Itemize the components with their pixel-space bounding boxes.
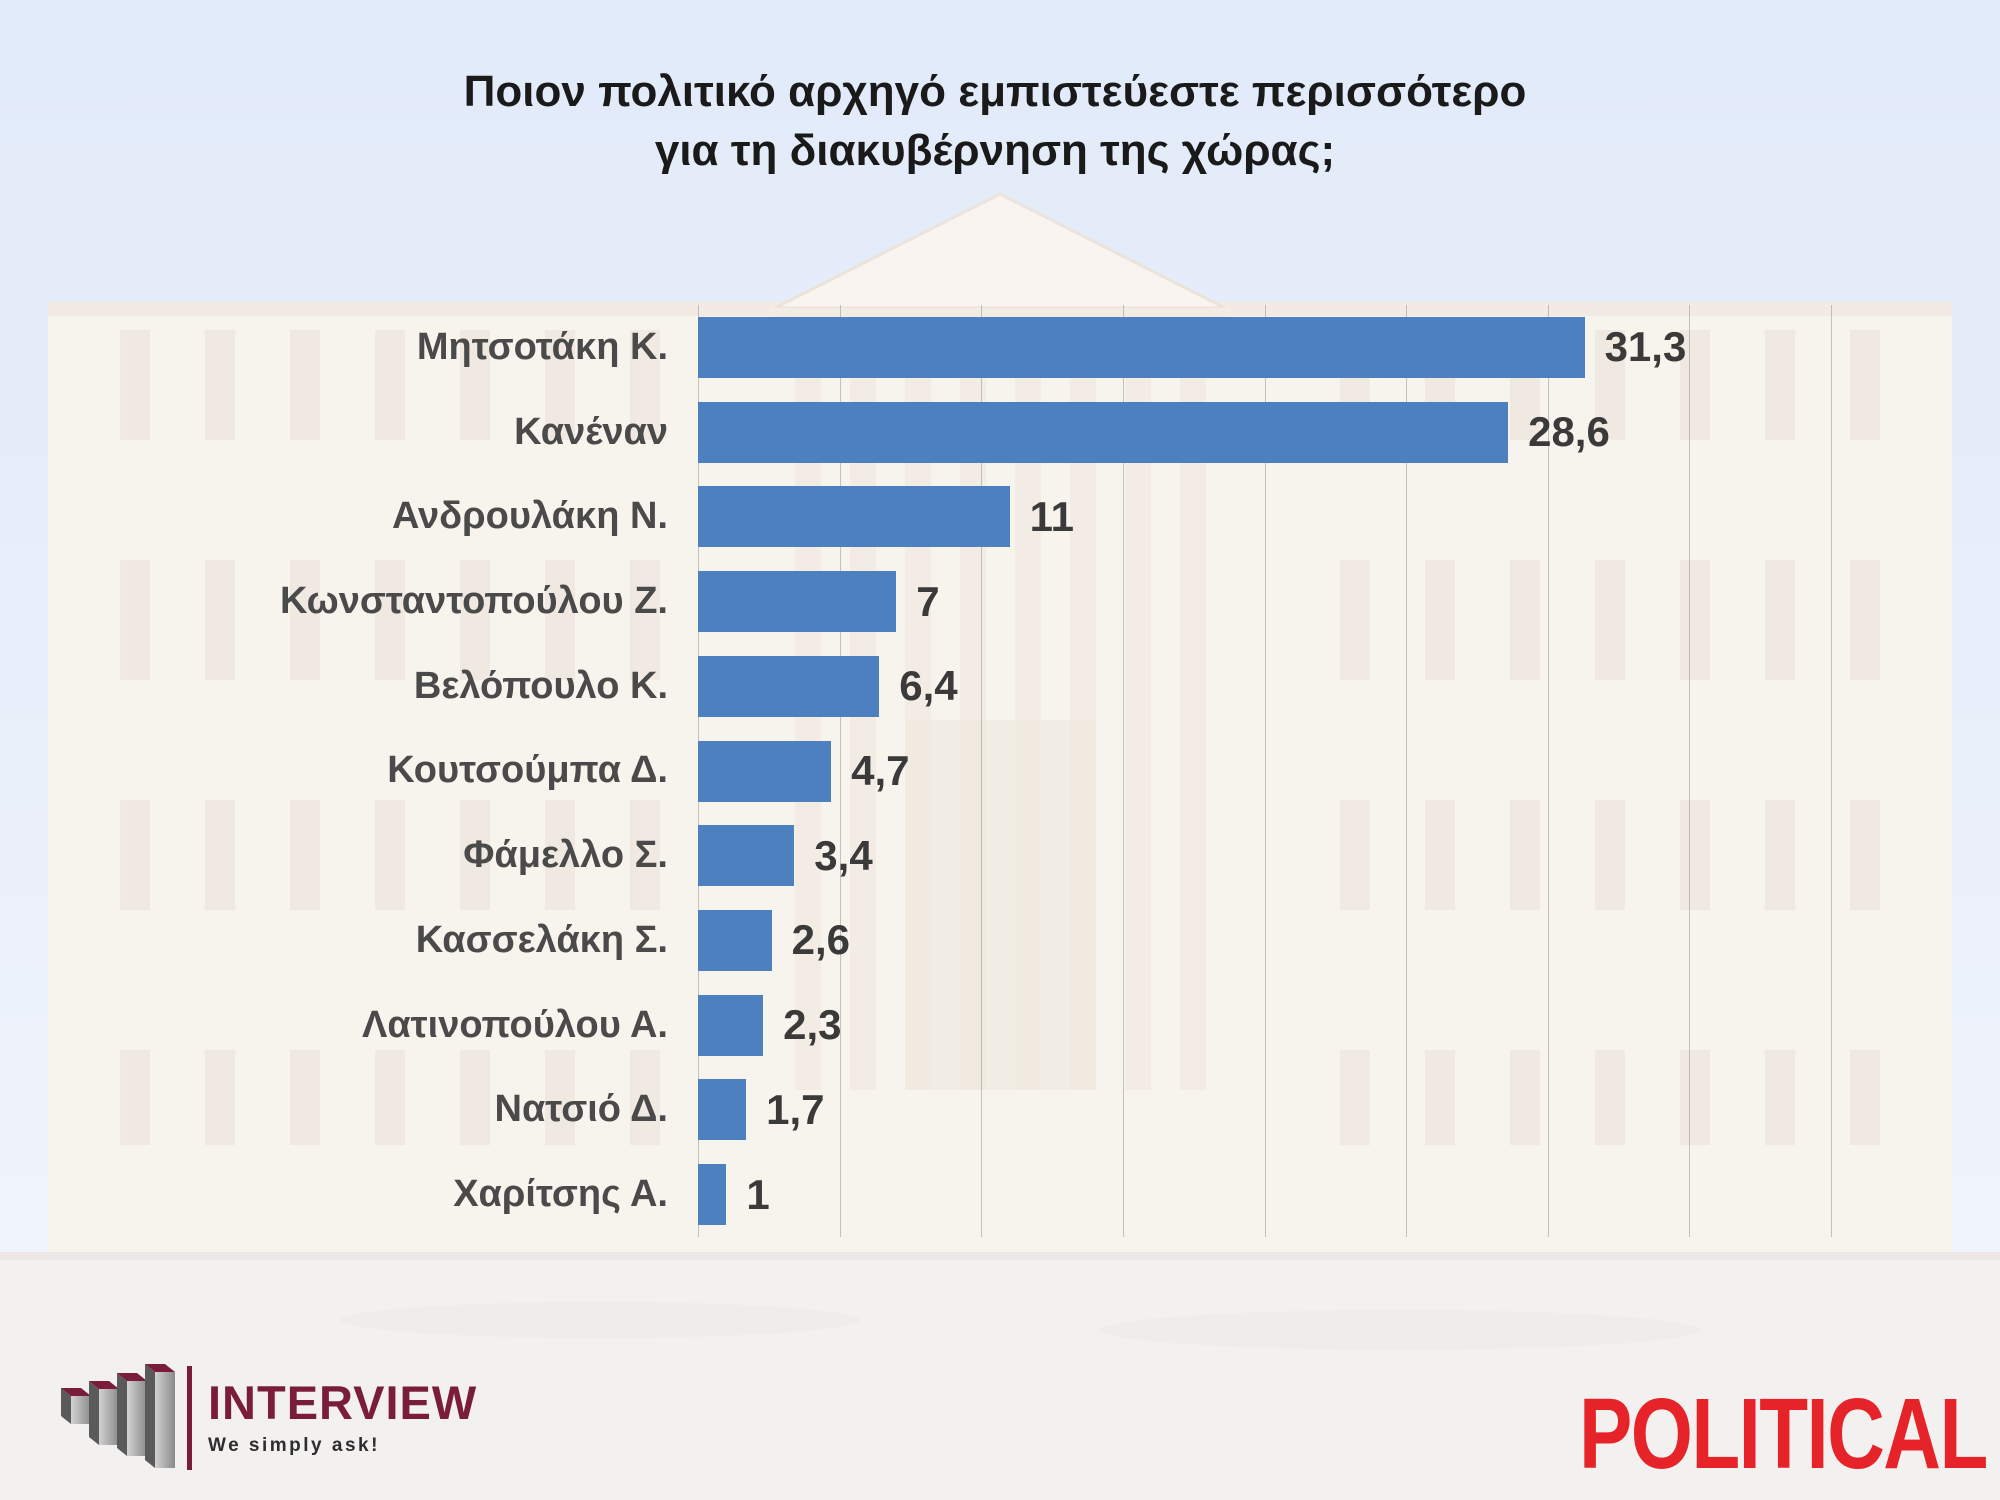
political-logo: POLITICAL <box>1579 1378 1988 1490</box>
bar <box>698 740 832 802</box>
category-label: Κωνσταντοπούλου Ζ. <box>280 580 668 623</box>
category-label: Νατσιό Δ. <box>494 1088 669 1131</box>
value-label: 6,4 <box>899 662 958 710</box>
chart-title: Ποιον πολιτικό αρχηγό εμπιστεύεστε περισ… <box>0 62 1990 181</box>
bar <box>698 316 1585 378</box>
value-label: 2,6 <box>791 916 851 964</box>
category-label: Χαρίτσης Α. <box>453 1173 668 1216</box>
category-label: Μητσοτάκη Κ. <box>416 325 668 368</box>
gridline <box>1689 305 1691 1237</box>
category-label: Κασσελάκη Σ. <box>415 918 668 961</box>
bar <box>698 909 772 971</box>
interview-logo: INTERVIEW We simply ask! <box>55 1362 477 1474</box>
gridline <box>1264 305 1266 1237</box>
bar <box>698 486 1010 548</box>
gridline <box>1122 305 1124 1237</box>
value-label: 3,4 <box>814 831 873 879</box>
chart-title-line-2: για τη διακυβέρνηση της χώρας; <box>654 126 1336 176</box>
value-label: 1,7 <box>766 1085 825 1133</box>
interview-logo-tagline: We simply ask! <box>208 1435 380 1456</box>
bar <box>698 1079 747 1141</box>
bar-chart: Μητσοτάκη Κ. 31,3 Κανέναν 28,6 Ανδρουλάκη Ν.… <box>0 305 2000 1237</box>
category-label: Λατινοπούλου Α. <box>361 1003 668 1046</box>
gridline <box>1406 305 1408 1237</box>
interview-logo-divider <box>187 1366 192 1470</box>
bar <box>698 1164 727 1226</box>
category-label: Βελόπουλο Κ. <box>413 664 668 707</box>
value-label: 31,3 <box>1604 323 1687 371</box>
category-label: Ανδρουλάκη Ν. <box>391 495 668 538</box>
interview-logo-name: INTERVIEW <box>208 1376 478 1429</box>
value-label: 7 <box>916 577 940 625</box>
gridline <box>1831 305 1832 1237</box>
value-label: 2,3 <box>783 1001 842 1049</box>
bar <box>698 825 795 887</box>
chart-title-line-1: Ποιον πολιτικό αρχηγό εμπιστεύεστε περισ… <box>463 67 1527 116</box>
value-label: 28,6 <box>1528 408 1610 456</box>
gridline <box>839 305 841 1237</box>
bar <box>698 994 764 1056</box>
bar <box>698 571 897 633</box>
category-label: Κανέναν <box>514 410 668 453</box>
interview-bar-chart-icon <box>61 1364 175 1468</box>
gridline <box>981 305 983 1237</box>
category-label: Κουτσούμπα Δ. <box>387 749 668 792</box>
category-label: Φάμελλο Σ. <box>463 834 668 877</box>
value-label: 11 <box>1029 492 1074 540</box>
value-label: 1 <box>746 1170 770 1218</box>
bar <box>698 401 1509 463</box>
gridline <box>1547 305 1549 1237</box>
bar <box>698 655 880 717</box>
value-label: 4,7 <box>851 746 910 794</box>
